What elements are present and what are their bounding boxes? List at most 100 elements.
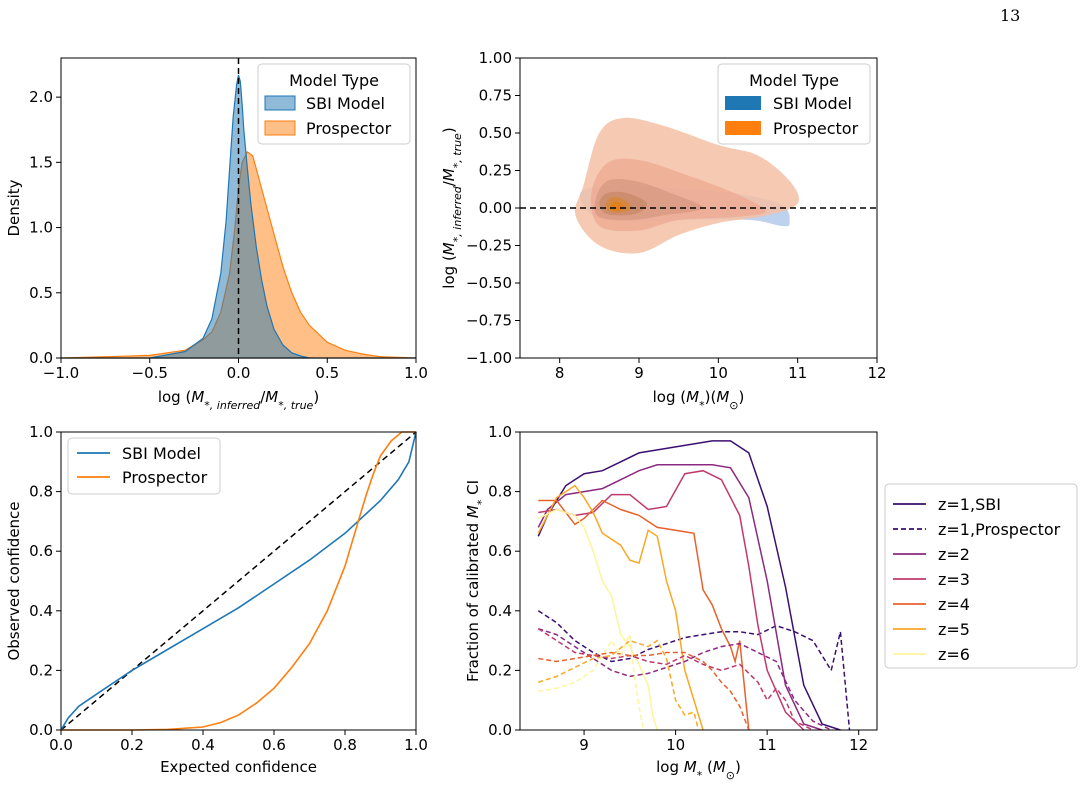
line-series [537, 440, 841, 731]
axes-p2: 8 9 10 11 12 −1.00 −0.75 −0.50 −0.25 0.00 0.25 0.50… [466, 49, 887, 382]
axes-p3: 0.0 0.2 0.4 0.6 0.8 1.0 0.0 0.2 0.4 0.6 0.8 1.0 [29, 423, 428, 754]
y-tick-label: 0.6 [29, 542, 53, 560]
x-tick-label: 8 [555, 364, 565, 382]
line-series [538, 469, 805, 731]
x-tick-label: 1.0 [404, 736, 428, 754]
legend-title: Model Type [289, 71, 379, 90]
legend: SBI Model Prospector [67, 437, 221, 495]
line-series [538, 639, 700, 731]
x-tick-label: 0.5 [315, 364, 339, 382]
legend: Model Type SBI Model Prospector [717, 63, 871, 145]
x-tick-label: 0.0 [227, 364, 251, 382]
y-tick-label: 0.50 [479, 124, 512, 142]
legend-label: SBI Model [306, 94, 385, 113]
legend-label: z=3 [938, 570, 970, 589]
legend-label: z=6 [938, 645, 970, 664]
x-tick-label: 10 [666, 736, 685, 754]
y-tick-label: 0.75 [479, 87, 512, 105]
line-series [538, 627, 832, 731]
y-axis-label: Density [5, 179, 23, 236]
x-tick-label: 0.4 [191, 736, 215, 754]
x-tick-label: 0.0 [49, 736, 73, 754]
x-axis-label: log M* (M⊙) [656, 758, 741, 782]
x-tick-label: 9 [579, 736, 589, 754]
axes-p4: 9 10 11 12 0.0 0.2 0.4 0.6 0.8 1.0 [488, 423, 868, 754]
y-tick-label: 0.0 [29, 721, 53, 739]
y-tick-label: −0.50 [466, 274, 512, 292]
x-tick-label: 0.2 [120, 736, 144, 754]
legend-frame [884, 483, 1078, 669]
prospector-contour-level [610, 201, 624, 212]
y-tick-label: 0.8 [488, 483, 512, 501]
y-tick-label: 1.0 [488, 423, 512, 441]
line-series [538, 631, 645, 731]
y-tick-label: 0.2 [488, 661, 512, 679]
y-tick-label: 1.00 [479, 49, 512, 67]
y-tick-label: 1.0 [29, 423, 53, 441]
axes-frame [519, 431, 878, 731]
x-axis-label: Expected confidence [160, 758, 317, 776]
y-tick-label: 0.5 [29, 284, 53, 302]
y-axis-label: Observed confidence [5, 501, 23, 660]
y-tick-label: 0.4 [488, 602, 512, 620]
y-tick-label: 0.6 [488, 542, 512, 560]
chart-fraction-calibrated: z=1,SBI z=1,Prospector z=2 z=3 z=4 z=5 z=6 log … [464, 431, 1078, 782]
y-tick-label: 1.5 [29, 153, 53, 171]
x-tick-label: 11 [758, 736, 777, 754]
x-tick-label: 0.8 [333, 736, 357, 754]
legend-label: z=1,SBI [938, 495, 1001, 514]
axes-p1: −1.0 −0.5 0.0 0.5 1.0 0.0 0.5 1.0 1.5 2.0 [29, 88, 428, 382]
legend-frame [257, 63, 411, 145]
line-prospector [61, 431, 416, 731]
y-tick-label: −0.25 [466, 237, 512, 255]
x-tick-label: 0.6 [262, 736, 286, 754]
line-series [537, 484, 704, 731]
chart-contour: Model Type SBI Model Prospector log (M*)(M⊙… [440, 57, 878, 412]
y-tick-label: 0.0 [488, 721, 512, 739]
y-tick-label: 0.25 [479, 162, 512, 180]
y-tick-label: 2.0 [29, 88, 53, 106]
legend-label: z=1,Prospector [938, 520, 1061, 539]
y-axis-label: Fraction of calibrated M* CI [464, 480, 488, 682]
y-tick-label: −0.75 [466, 312, 512, 330]
legend-title: Model Type [749, 71, 839, 90]
line-series [537, 508, 659, 731]
line-series [538, 651, 750, 731]
legend-swatch [264, 95, 296, 111]
line-sbi-model [60, 431, 417, 731]
legend-label: Prospector [773, 119, 859, 138]
diagonal-line [60, 431, 417, 731]
legend: Model Type SBI Model Prospector [257, 63, 411, 145]
line-series [537, 628, 814, 731]
line-series [537, 464, 823, 731]
x-tick-label: −1.0 [43, 364, 79, 382]
x-axis-label: log (M*, inferred/M*, true) [158, 388, 319, 412]
y-tick-label: 0.0 [29, 349, 53, 367]
x-tick-label: −0.5 [132, 364, 168, 382]
x-tick-label: 12 [849, 736, 868, 754]
y-tick-label: −1.00 [466, 349, 512, 367]
y-tick-label: 0.4 [29, 602, 53, 620]
y-tick-label: 0.8 [29, 483, 53, 501]
chart-calibration: SBI Model Prospector Expected confidence Ob… [5, 431, 417, 776]
legend-label: SBI Model [122, 444, 201, 463]
x-tick-label: 9 [634, 364, 644, 382]
legend-label: Prospector [122, 468, 208, 487]
y-tick-label: 1.0 [29, 219, 53, 237]
y-tick-label: 0.2 [29, 661, 53, 679]
line-series [537, 610, 851, 731]
y-tick-label: 0.00 [479, 199, 512, 217]
chart-density: Model Type SBI Model Prospector log (M*, in… [5, 57, 417, 412]
page-number: 13 [1000, 6, 1021, 25]
legend-label: z=4 [938, 595, 970, 614]
x-axis-label: log (M*)(M⊙) [653, 388, 745, 412]
line-series [538, 499, 750, 731]
legend-label: z=2 [938, 545, 970, 564]
legend-swatch [264, 120, 296, 136]
x-tick-label: 1.0 [404, 364, 428, 382]
legend-swatch [725, 121, 761, 135]
legend-swatch [725, 96, 761, 110]
density-area-sbi-model [61, 74, 416, 359]
x-tick-label: 12 [867, 364, 886, 382]
